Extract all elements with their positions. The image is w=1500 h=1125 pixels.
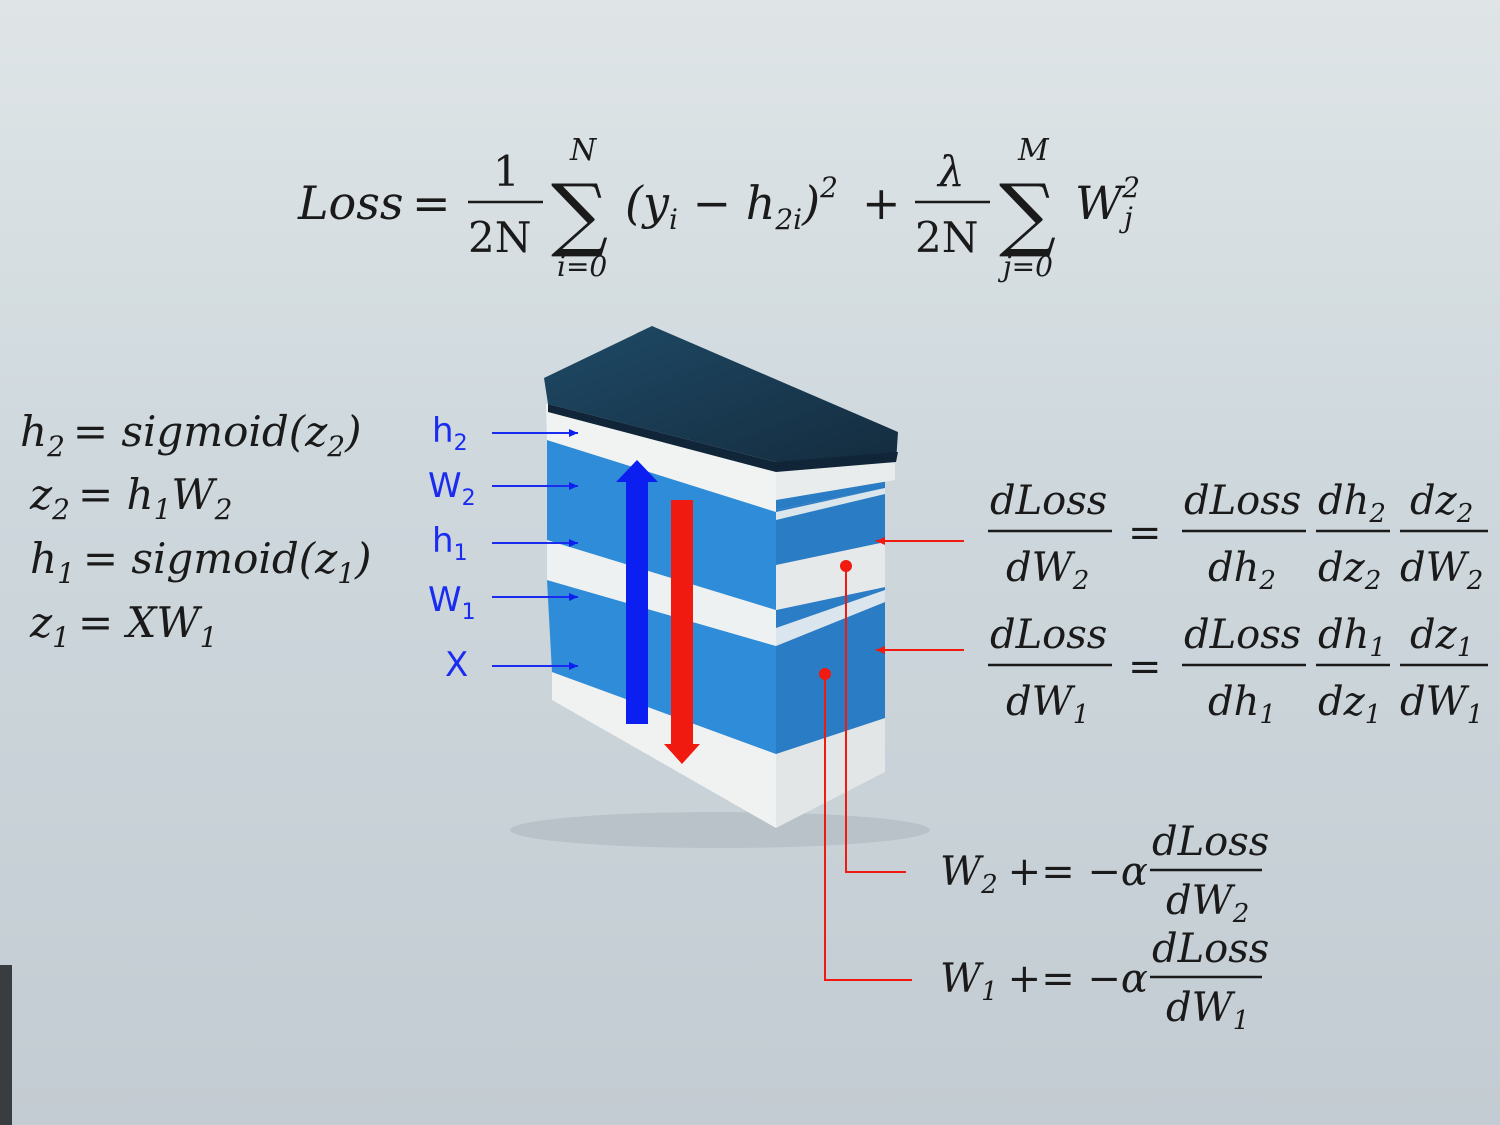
sum2-symbol: ∑: [999, 167, 1056, 260]
gradient-eq-w1: dLoss dW1 = dLoss dh1 dh1 dz1 dz1 dW1: [988, 612, 1488, 730]
frac1-denominator: 2N: [468, 213, 531, 262]
layer-label-h1: h1: [432, 521, 468, 566]
sum2-lower: j=0: [997, 250, 1053, 283]
sum1-symbol: ∑: [551, 167, 608, 260]
loss-equals: =: [412, 176, 451, 230]
forward-arrow-head: [616, 460, 658, 482]
update1-lhs: W1 += −α: [940, 956, 1148, 1007]
loss-lhs: Loss: [297, 176, 403, 230]
backward-arrow-head: [664, 744, 700, 764]
grad2-f3-den: dW2: [1400, 545, 1483, 596]
grad1-lhs-den: dW1: [1006, 679, 1089, 730]
grad2-f1-den: dh2: [1208, 545, 1276, 596]
layer-stack: [510, 326, 930, 848]
forward-equations: h2 = sigmoid(z2) z2 = h1W2 h1 = sigmoid(z1)…: [20, 407, 371, 654]
grad1-f1-num: dLoss: [1184, 612, 1301, 658]
grad2-f1-num: dLoss: [1184, 478, 1301, 524]
term1-open: (yi − h2i)2: [625, 171, 838, 236]
grad2-lhs-num: dLoss: [990, 478, 1107, 524]
update-eq-w1: W1 += −α dLoss dW1: [940, 926, 1269, 1036]
forward-arrow-shaft: [626, 478, 648, 724]
side-w1-blue: [776, 602, 885, 754]
grad1-f3-num: dz1: [1410, 612, 1473, 663]
layer-pointer-arrows: [492, 429, 578, 670]
term2: W2 j: [1075, 171, 1140, 234]
grad2-f2-num: dh2: [1318, 478, 1386, 529]
update-line-w2: [845, 566, 906, 873]
layer-labels: h2 W2 h1 W1 X: [428, 411, 476, 685]
layer-label-w2: W2: [428, 466, 476, 511]
loss-plus: +: [862, 176, 901, 230]
backward-pass-arrow: [664, 500, 700, 764]
grad2-f2-den: dz2: [1318, 545, 1381, 596]
front-w1-blue: [547, 580, 776, 754]
stack-shadow: [510, 812, 930, 848]
grad1-eq: =: [1128, 644, 1162, 690]
forward-eq-h2: h2 = sigmoid(z2): [20, 407, 361, 463]
grad1-f2-num: dh1: [1318, 612, 1386, 663]
update-equations: W2 += −α dLoss dW2 W1 += −α dLoss dW1: [940, 819, 1269, 1036]
update2-den: dW2: [1166, 878, 1249, 929]
update-eq-w2: W2 += −α dLoss dW2: [940, 819, 1269, 929]
grad1-f2-den: dz1: [1318, 679, 1381, 730]
front-h2-white: [546, 404, 776, 512]
gradient-equations: dLoss dW2 = dLoss dh2 dh2 dz2 dz2 dW2 dL…: [988, 478, 1488, 730]
grad2-lhs-den: dW2: [1006, 545, 1089, 596]
side-separator-2: [776, 488, 885, 520]
top-cap: [544, 326, 898, 462]
side-h1-white: [776, 542, 885, 610]
forward-eq-z1: z1 = XW1: [29, 598, 217, 654]
update2-num: dLoss: [1152, 819, 1269, 865]
update1-num: dLoss: [1152, 926, 1269, 972]
update-line-w1: [824, 674, 912, 981]
side-separator-1: [776, 590, 885, 646]
layer-label-h2: h2: [432, 411, 468, 456]
frac2-numerator: λ: [936, 147, 965, 196]
grad2-f3-num: dz2: [1410, 478, 1473, 529]
sum1-upper: N: [569, 133, 598, 168]
sum2-upper: M: [1017, 133, 1050, 168]
update2-lhs: W2 += −α: [940, 849, 1148, 900]
front-h1-white: [547, 540, 776, 646]
loss-equation: Loss = 1 2N N ∑ i=0 (yi − h2i)2 + λ 2N M…: [297, 133, 1140, 283]
dark-edge-strip: [0, 965, 12, 1125]
front-x-white: [552, 672, 776, 828]
gradient-eq-w2: dLoss dW2 = dLoss dh2 dh2 dz2 dz2 dW2: [988, 478, 1488, 596]
grad2-eq: =: [1128, 510, 1162, 556]
grad1-f3-den: dW1: [1400, 679, 1483, 730]
layer-label-w1: W1: [428, 580, 476, 625]
sum1-lower: i=0: [557, 250, 607, 283]
update-connectors: [819, 560, 912, 981]
grad1-lhs-num: dLoss: [990, 612, 1107, 658]
forward-eq-z2: z2 = h1W2: [29, 470, 232, 526]
forward-pass-arrow: [616, 460, 658, 724]
frac1-numerator: 1: [493, 147, 520, 196]
layer-label-x: X: [445, 645, 468, 685]
front-w2-blue: [547, 440, 776, 610]
grad1-f1-den: dh1: [1208, 679, 1276, 730]
forward-eq-h1: h1 = sigmoid(z1): [30, 534, 371, 590]
backward-arrow-shaft: [671, 500, 693, 746]
update1-den: dW1: [1166, 985, 1249, 1036]
frac2-denominator: 2N: [915, 213, 978, 262]
side-bottom-white: [776, 718, 885, 828]
gradient-pointer-arrows: [876, 537, 964, 654]
